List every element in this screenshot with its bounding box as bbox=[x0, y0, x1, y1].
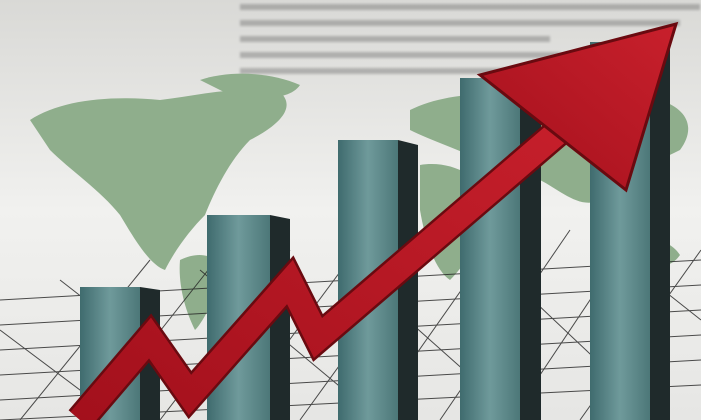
bar bbox=[460, 78, 541, 420]
faint-text bbox=[240, 4, 700, 74]
trend-arrow bbox=[68, 21, 679, 420]
